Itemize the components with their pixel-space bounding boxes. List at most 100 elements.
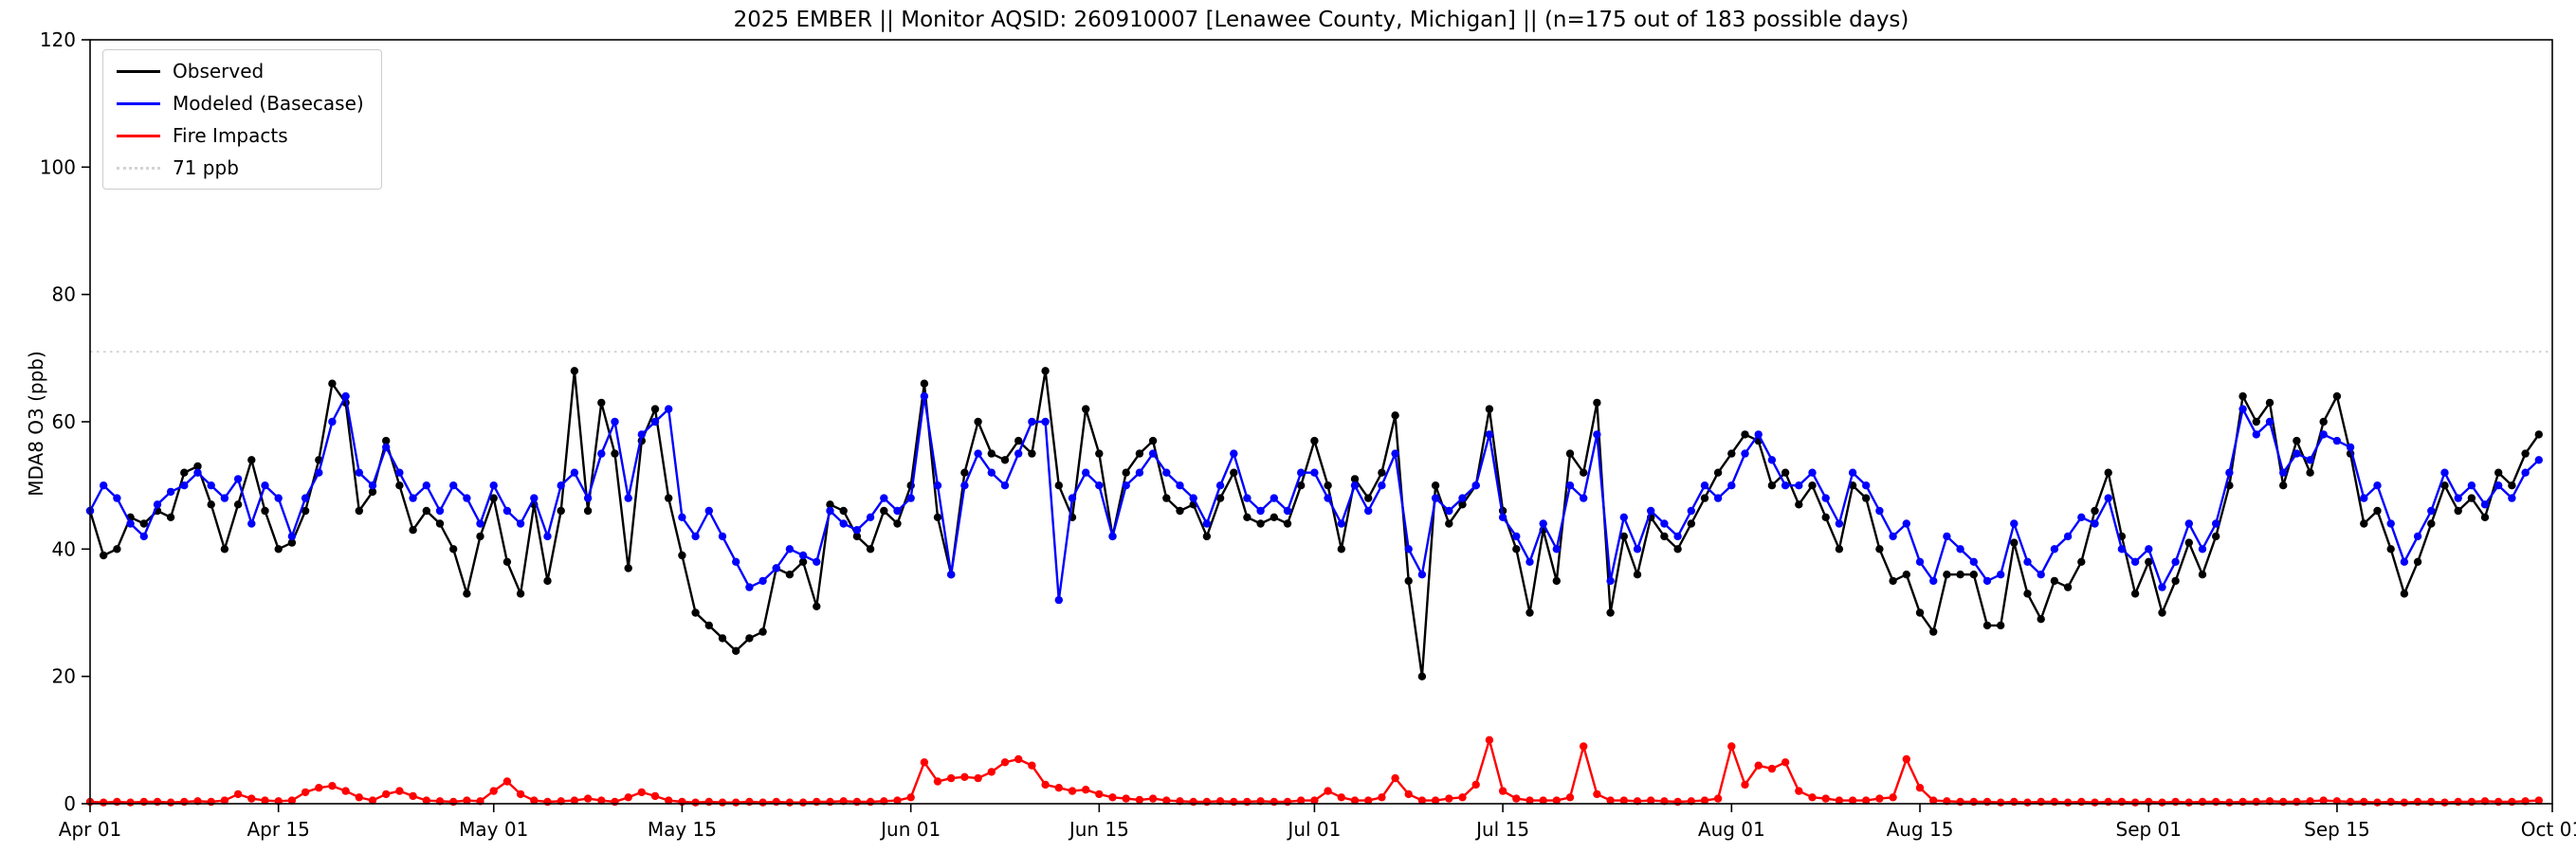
data-point-observed	[1902, 571, 1911, 579]
data-point-modeled-basecase	[2534, 456, 2543, 464]
data-point-fire-impacts	[866, 797, 875, 807]
data-point-observed	[1350, 475, 1360, 483]
data-point-fire-impacts	[341, 787, 350, 795]
data-point-observed	[1673, 545, 1682, 554]
data-point-observed	[355, 506, 363, 516]
data-point-fire-impacts	[852, 797, 862, 807]
data-point-observed	[1215, 494, 1225, 502]
data-point-observed	[2238, 391, 2247, 401]
data-point-observed	[233, 500, 243, 509]
data-point-fire-impacts	[704, 797, 713, 807]
legend-item-modeled: Modeled (Basecase)	[117, 92, 364, 115]
data-point-modeled-basecase	[2319, 430, 2328, 439]
data-point-fire-impacts	[1350, 796, 1360, 805]
data-point-observed	[382, 436, 391, 445]
data-point-observed	[785, 571, 795, 579]
data-point-observed	[1875, 545, 1884, 554]
data-point-fire-impacts	[287, 796, 297, 805]
data-point-modeled-basecase	[1014, 449, 1023, 458]
y-tick-label: 120	[40, 28, 76, 51]
data-point-modeled-basecase	[1660, 519, 1669, 528]
data-point-fire-impacts	[2400, 798, 2409, 807]
data-point-observed	[1270, 513, 1279, 521]
data-point-observed	[839, 506, 848, 516]
data-point-fire-impacts	[2023, 798, 2032, 807]
data-point-modeled-basecase	[650, 417, 660, 426]
data-point-modeled-basecase	[1593, 430, 1601, 439]
data-point-observed	[489, 494, 498, 502]
data-point-fire-impacts	[422, 796, 430, 805]
data-point-modeled-basecase	[409, 494, 417, 502]
data-point-modeled-basecase	[839, 519, 848, 528]
data-point-observed	[207, 500, 215, 509]
data-point-observed	[2440, 481, 2449, 490]
data-point-fire-impacts	[1364, 796, 1373, 805]
data-point-modeled-basecase	[2467, 481, 2476, 490]
data-point-observed	[1767, 481, 1777, 490]
data-point-fire-impacts	[516, 789, 525, 799]
data-point-modeled-basecase	[785, 545, 795, 554]
data-point-observed	[1808, 481, 1817, 490]
data-point-fire-impacts	[624, 793, 632, 802]
data-point-modeled-basecase	[624, 494, 632, 502]
data-point-modeled-basecase	[1580, 494, 1588, 502]
data-point-fire-impacts	[1997, 798, 2005, 807]
data-point-modeled-basecase	[1700, 481, 1709, 490]
data-point-modeled-basecase	[2198, 545, 2207, 554]
data-point-modeled-basecase	[1270, 494, 1279, 502]
data-point-observed	[2293, 436, 2301, 445]
data-point-observed	[287, 538, 297, 547]
data-point-fire-impacts	[2360, 797, 2368, 807]
data-point-observed	[100, 551, 108, 560]
data-point-modeled-basecase	[2360, 494, 2368, 502]
series-line-fire-impacts	[89, 738, 2539, 804]
data-point-fire-impacts	[1122, 794, 1130, 803]
data-point-observed	[1243, 513, 1251, 521]
data-point-modeled-basecase	[678, 513, 686, 521]
data-point-fire-impacts	[933, 777, 942, 786]
data-point-fire-impacts	[583, 794, 593, 803]
data-point-fire-impacts	[489, 787, 498, 795]
data-point-modeled-basecase	[1512, 532, 1521, 541]
data-point-observed	[2400, 590, 2409, 598]
data-point-observed	[1000, 456, 1010, 464]
data-point-modeled-basecase	[1862, 481, 1871, 490]
x-tick-label: Sep 15	[2304, 818, 2370, 841]
data-point-modeled-basecase	[2332, 436, 2342, 445]
y-tick-label: 80	[52, 283, 76, 306]
data-point-modeled-basecase	[261, 481, 269, 490]
data-point-fire-impacts	[2467, 797, 2476, 807]
data-point-fire-impacts	[1619, 796, 1629, 805]
data-point-modeled-basecase	[530, 494, 539, 502]
data-point-fire-impacts	[1243, 797, 1251, 807]
data-point-modeled-basecase	[1162, 468, 1171, 477]
data-point-modeled-basecase	[1902, 519, 1911, 528]
data-point-fire-impacts	[798, 798, 808, 807]
data-point-modeled-basecase	[691, 532, 700, 541]
data-point-observed	[395, 481, 404, 490]
data-point-fire-impacts	[2386, 797, 2395, 807]
data-point-observed	[2454, 506, 2462, 516]
data-point-observed	[933, 513, 942, 521]
data-point-modeled-basecase	[2293, 449, 2301, 458]
data-point-observed	[2332, 391, 2342, 401]
data-point-modeled-basecase	[2508, 494, 2516, 502]
data-point-modeled-basecase	[2386, 519, 2395, 528]
data-point-observed	[2265, 398, 2275, 408]
data-point-fire-impacts	[732, 798, 740, 807]
data-point-fire-impacts	[1889, 793, 1897, 802]
data-point-modeled-basecase	[287, 532, 297, 541]
data-point-fire-impacts	[530, 796, 539, 805]
data-point-observed	[1041, 367, 1050, 375]
data-point-observed	[974, 417, 982, 426]
data-point-fire-impacts	[1754, 761, 1763, 770]
data-point-observed	[193, 462, 202, 471]
data-point-fire-impacts	[987, 768, 996, 776]
data-point-modeled-basecase	[1122, 481, 1130, 490]
data-point-modeled-basecase	[880, 494, 888, 502]
data-point-modeled-basecase	[1767, 456, 1777, 464]
data-point-observed	[2521, 449, 2530, 458]
data-point-fire-impacts	[665, 796, 673, 805]
data-point-modeled-basecase	[1943, 532, 1951, 541]
